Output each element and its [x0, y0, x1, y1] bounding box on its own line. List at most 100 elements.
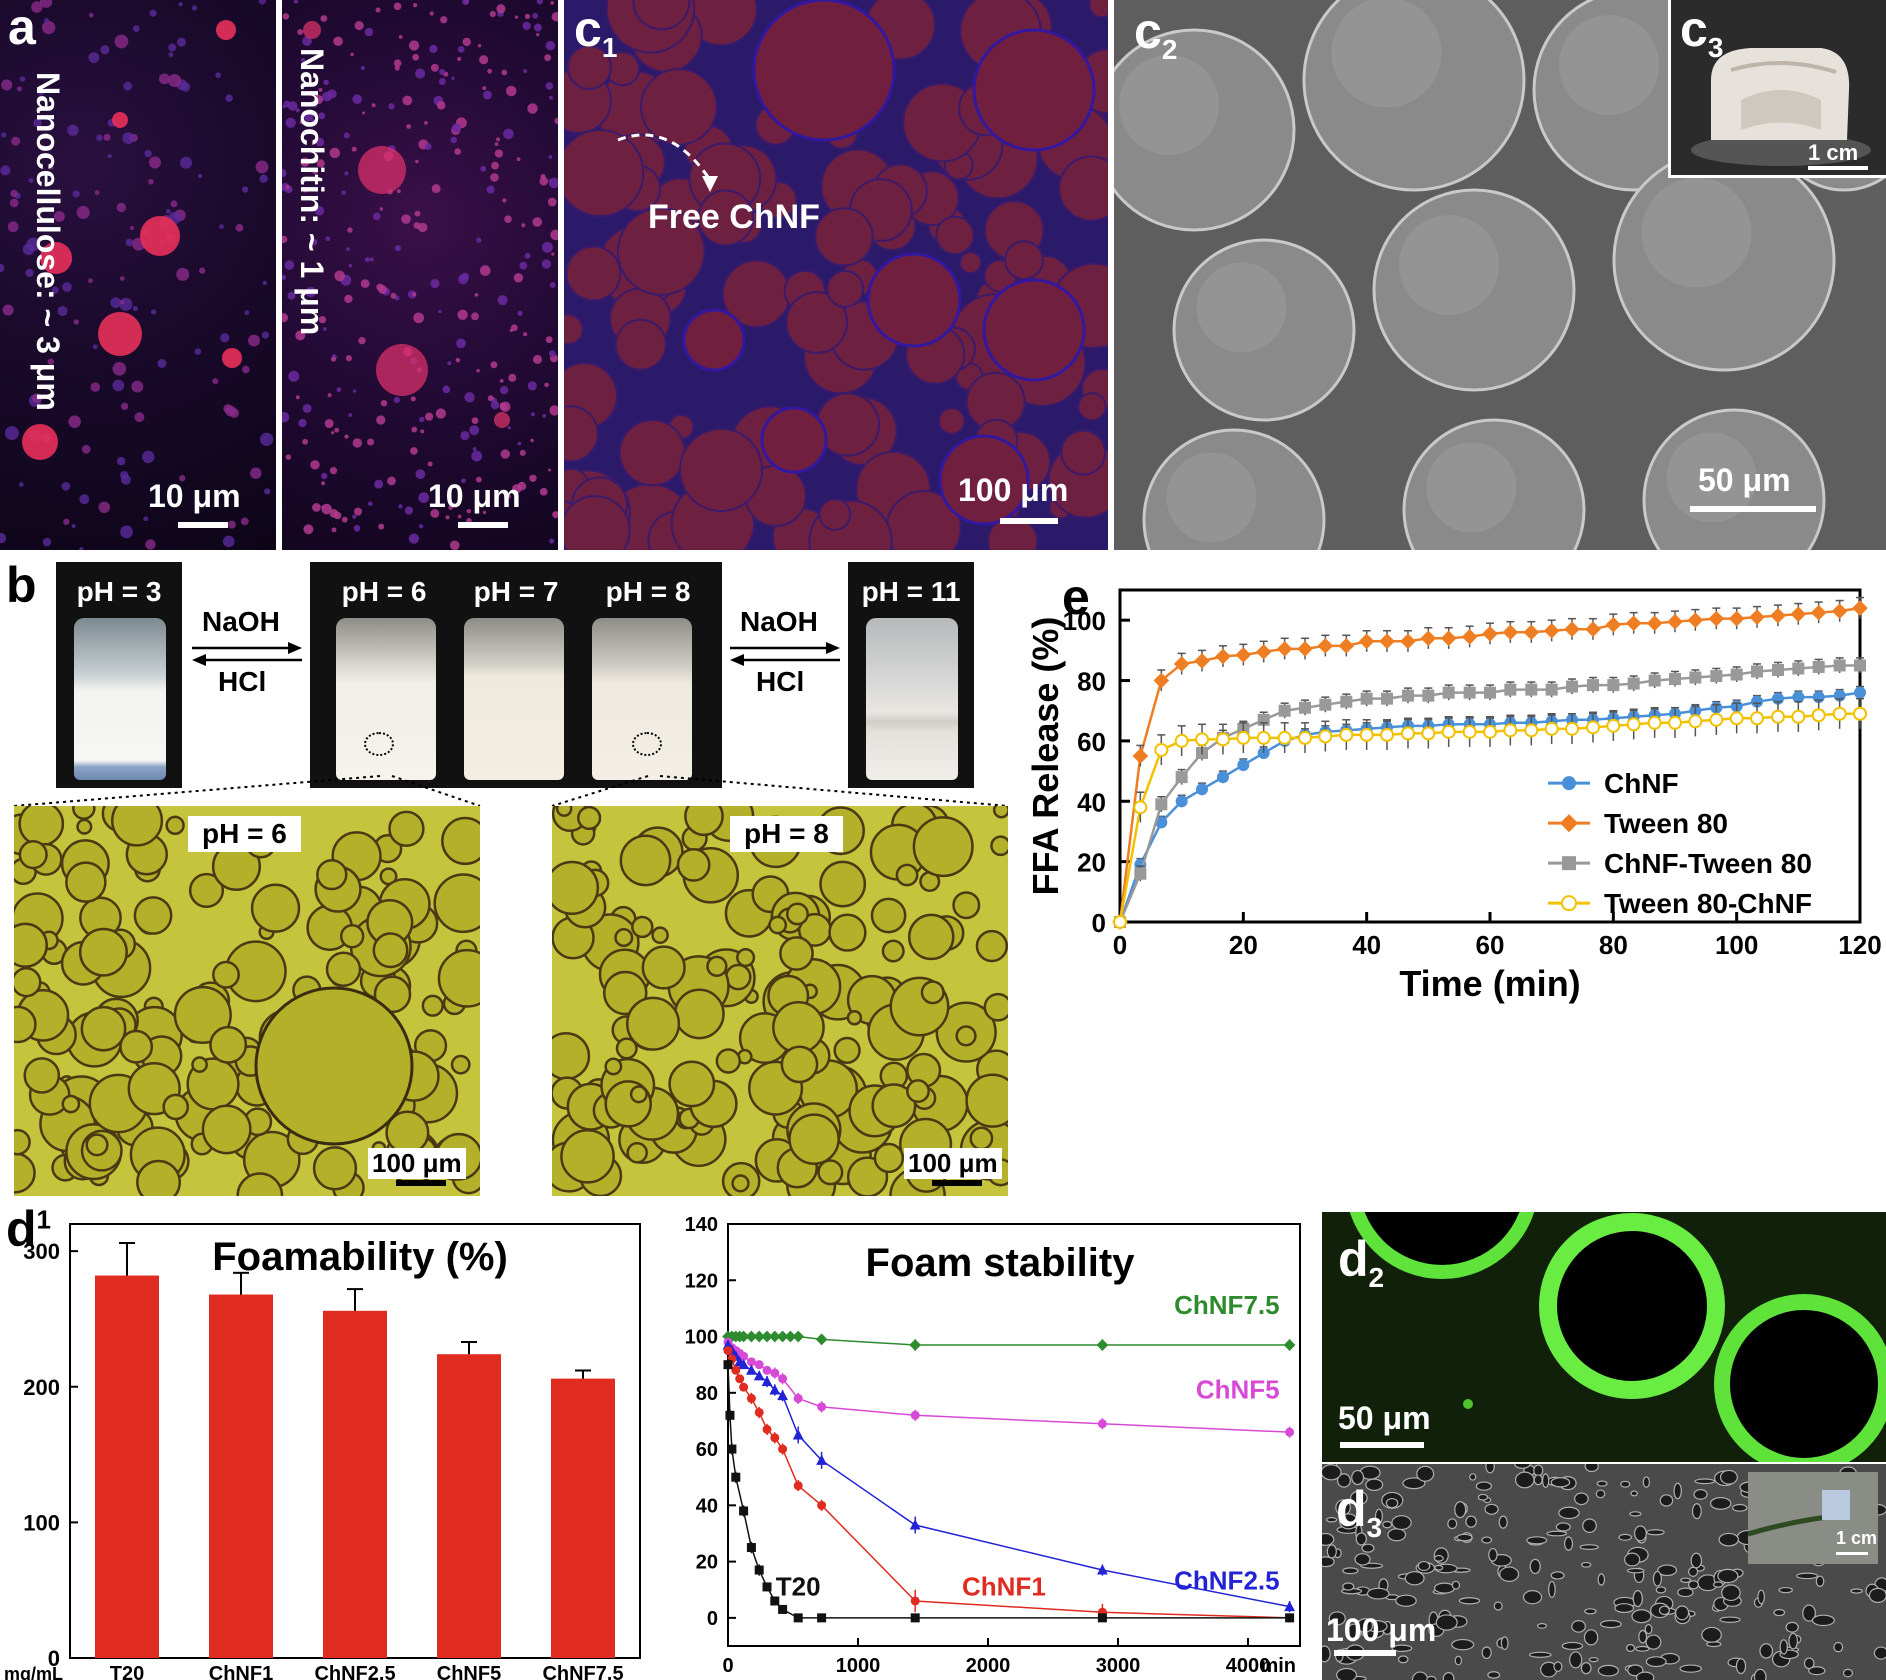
foamability-y-tick-label: 300: [23, 1239, 60, 1264]
ffa-y-tick-label: 20: [1077, 848, 1106, 878]
ffa-point: [1317, 638, 1334, 654]
stability-point: [778, 1444, 788, 1454]
stability-series-label: ChNF7.5: [1174, 1290, 1279, 1320]
panel-a-left-scale-label: 10 μm: [148, 478, 241, 514]
ffa-point: [1504, 683, 1517, 696]
panel-a-letter: a: [8, 0, 36, 55]
ffa-point: [1710, 670, 1723, 683]
ffa-point: [1297, 641, 1313, 657]
ffa-point: [1319, 698, 1332, 711]
stability-point: [816, 1454, 827, 1465]
ffa-point: [1687, 612, 1704, 628]
stability-point: [739, 1351, 749, 1361]
right-arrow-naoh: NaOH: [740, 606, 818, 637]
ffa-point: [1256, 730, 1271, 745]
ffa-point: [1770, 709, 1785, 724]
ffa-point: [1791, 709, 1806, 724]
stability-x-tick-label: 1000: [836, 1655, 881, 1677]
ph6-droplets: [14, 806, 480, 1196]
ffa-point: [1708, 610, 1725, 627]
panel-d3-photo-inset: [1748, 1472, 1878, 1564]
ffa-point: [1751, 695, 1764, 708]
ffa-point: [1359, 727, 1374, 742]
stability-point: [778, 1374, 788, 1384]
ffa-point: [1750, 711, 1765, 726]
foamability-unit-label: mg/mL: [4, 1664, 63, 1680]
ffa-point: [1483, 724, 1497, 739]
left-equilibrium-arrows: [192, 642, 302, 666]
ph6-micro-label: pH = 6: [188, 816, 301, 852]
panel-d3-letter: d3: [1336, 1481, 1383, 1543]
foamability-bar: [551, 1378, 615, 1658]
ffa-point: [1442, 686, 1455, 699]
ffa-point: [1647, 715, 1662, 730]
foamability-bar: [95, 1275, 159, 1658]
ffa-y-tick-label: 0: [1092, 908, 1106, 938]
stability-point: [753, 1370, 765, 1381]
free-chnf-arrow: [617, 133, 718, 192]
ffa-point: [1833, 659, 1846, 672]
stability-point: [793, 1393, 803, 1403]
vial-ph7-label: pH = 7: [473, 576, 559, 607]
ffa-point: [1792, 662, 1805, 675]
ffa-point: [1175, 771, 1188, 784]
c1-droplets: [564, 0, 1108, 550]
stability-point: [792, 1429, 804, 1440]
ffa-point: [1543, 622, 1560, 639]
stability-point: [1097, 1419, 1107, 1429]
ffa-point: [1340, 695, 1353, 708]
panel-c1-micrograph: [564, 0, 1108, 550]
stability-point: [731, 1472, 741, 1482]
stability-point: [754, 1407, 764, 1417]
ffa-point: [1523, 624, 1540, 641]
stability-series-4: T20: [723, 1359, 1295, 1623]
ffa-point: [1215, 732, 1230, 747]
ffa-legend-swatch: [1559, 814, 1579, 833]
stability-point: [761, 1375, 773, 1387]
stability-point: [770, 1596, 780, 1606]
ffa-legend-label: ChNF: [1604, 768, 1679, 799]
foamability-chart: Foamability (%) 0 100 200 300 mg/mL T20 ChNF1 Ch…: [4, 1223, 641, 1680]
ffa-point: [1237, 759, 1250, 772]
ffa-point: [1381, 692, 1394, 705]
panel-d3-inset-scale-bar: [1836, 1552, 1868, 1555]
stability-point: [738, 1358, 749, 1370]
panel-d3-scale-bar: [1334, 1650, 1396, 1656]
ffa-point: [1379, 633, 1395, 650]
stability-point: [1097, 1564, 1108, 1575]
panel-c3-scale-label: 1 cm: [1808, 140, 1859, 165]
stability-point: [739, 1382, 749, 1392]
ffa-x-tick-label: 120: [1838, 930, 1881, 960]
ph8-micro-label: pH = 8: [730, 816, 843, 852]
stability-point: [910, 1596, 920, 1606]
ffa-legend-label: Tween 80: [1604, 808, 1728, 839]
panel-c2-sem-image: [1114, 0, 1886, 550]
ffa-point: [1749, 609, 1765, 625]
panel-c3-letter: c3: [1680, 1, 1724, 63]
ffa-point: [1586, 679, 1599, 692]
ffa-point: [1153, 672, 1170, 689]
foamability-category-label: ChNF2.5: [314, 1663, 395, 1680]
stability-point: [1284, 1600, 1295, 1612]
nanochitin-droplets: [282, 0, 558, 550]
stability-point: [910, 1410, 920, 1420]
stability-point: [769, 1384, 781, 1395]
stability-series-line: [728, 1335, 1290, 1346]
ffa-point: [1853, 706, 1867, 721]
stability-point: [723, 1360, 733, 1370]
ffa-point: [1380, 727, 1395, 742]
nanocellulose-label: Nanocellulose: ~ 3 μm: [30, 72, 66, 411]
ffa-point: [1668, 715, 1682, 730]
ffa-point: [1751, 665, 1764, 678]
stability-point: [746, 1393, 756, 1403]
right-arrow-hcl: HCl: [756, 666, 805, 697]
ffa-point: [1648, 674, 1661, 687]
ffa-y-tick-label: 100: [1063, 606, 1106, 636]
foamability-category-label: ChNF1: [209, 1663, 273, 1680]
ph6-scale-label: 100 μm: [368, 1148, 466, 1179]
ffa-point: [1626, 717, 1641, 732]
stability-y-tick-label: 60: [696, 1439, 718, 1461]
stability-point: [777, 1389, 788, 1401]
ph6-emulsion-micrograph: [14, 806, 480, 1196]
panel-a-nanochitin-micrograph: [282, 0, 558, 550]
